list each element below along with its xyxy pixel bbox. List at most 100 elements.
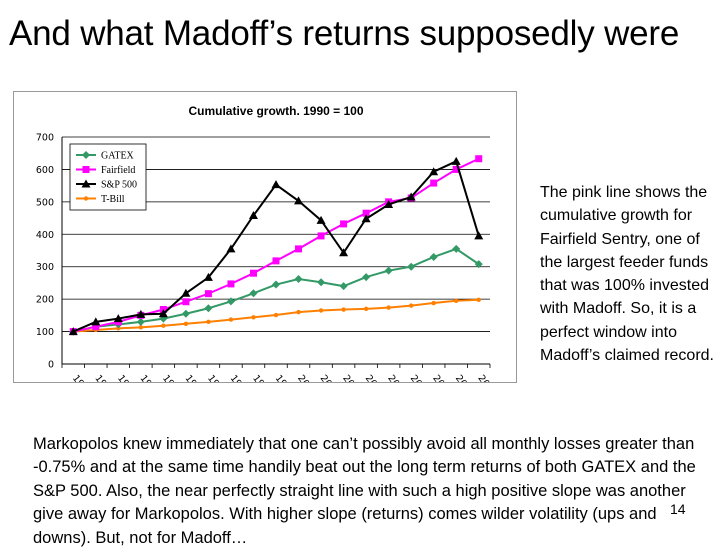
data-point-s-p-500 — [136, 309, 146, 318]
chart-frame: Cumulative growth. 1990 = 100 0 100 200 300 4… — [13, 91, 517, 383]
data-point-s-p-500 — [361, 214, 371, 223]
data-point-s-p-500 — [384, 199, 394, 208]
data-point-s-p-500 — [91, 317, 101, 326]
legend-label: Fairfield — [101, 165, 135, 176]
data-point-t-bill — [296, 309, 301, 315]
x-tick-label: 2006 — [430, 373, 454, 382]
data-point-fairfield — [430, 179, 438, 187]
data-point-fairfield — [295, 245, 303, 253]
data-point-s-p-500 — [203, 272, 213, 281]
line-chart: Cumulative growth. 1990 = 100 0 100 200 300 4… — [36, 104, 499, 382]
data-point-gatex — [407, 262, 416, 271]
x-tick-label: 1991 — [92, 373, 116, 382]
data-point-gatex — [181, 309, 190, 318]
data-point-t-bill — [228, 317, 234, 322]
y-tick-label: 200 — [36, 295, 54, 306]
data-point-fairfield — [475, 155, 483, 163]
series-s-p-500 — [68, 156, 484, 336]
data-point-gatex — [294, 275, 303, 284]
data-point-gatex — [384, 266, 393, 275]
series-t-bill — [71, 297, 481, 334]
slide-title: And what Madoff’s returns supposedly wer… — [9, 14, 680, 53]
x-tick-label: 1994 — [160, 373, 184, 382]
legend-label: S&P 500 — [101, 180, 137, 191]
data-point-gatex — [474, 260, 483, 269]
data-point-t-bill — [206, 319, 211, 325]
data-point-s-p-500 — [158, 309, 168, 318]
data-point-s-p-500 — [429, 167, 439, 176]
data-point-t-bill — [251, 315, 256, 320]
legend-label: T-Bill — [101, 194, 125, 205]
x-tick-label: 1992 — [115, 373, 139, 382]
x-tick-label: 1995 — [183, 373, 207, 382]
x-tick-label: 2005 — [408, 373, 432, 382]
data-point-s-p-500 — [406, 192, 416, 201]
legend: GATEX Fairfield S&P 500 T-Bill — [69, 143, 147, 211]
data-point-s-p-500 — [294, 196, 304, 205]
x-tick-label: 2007 — [453, 373, 477, 382]
data-point-s-p-500 — [339, 248, 349, 257]
data-point-s-p-500 — [316, 215, 326, 224]
data-point-t-bill — [183, 321, 189, 326]
x-tick-label: 1993 — [137, 373, 161, 382]
data-point-s-p-500 — [68, 327, 78, 336]
x-tick-label: 2008 — [475, 373, 499, 382]
x-tick-label: 1997 — [228, 373, 252, 382]
data-point-gatex — [429, 252, 438, 261]
legend-marker — [82, 166, 90, 173]
y-tick-label: 700 — [36, 133, 54, 144]
data-point-t-bill — [161, 323, 166, 328]
data-point-t-bill — [318, 308, 324, 313]
data-point-t-bill — [454, 298, 459, 303]
data-point-gatex — [339, 282, 348, 291]
data-point-fairfield — [227, 280, 235, 288]
data-point-gatex — [204, 304, 213, 313]
data-point-gatex — [362, 273, 371, 282]
x-tick-label: 1996 — [205, 373, 229, 382]
x-tick-label: 2001 — [318, 373, 342, 382]
data-point-fairfield — [272, 257, 280, 265]
data-point-fairfield — [452, 165, 460, 173]
x-tick-label: 2000 — [295, 373, 319, 382]
data-point-fairfield — [362, 209, 370, 217]
side-note: The pink line shows the cumulative growt… — [540, 184, 714, 365]
data-point-t-bill — [431, 300, 436, 306]
data-point-s-p-500 — [271, 180, 281, 189]
data-point-s-p-500 — [226, 244, 236, 253]
data-point-gatex — [249, 289, 258, 298]
y-tick-label: 600 — [36, 165, 54, 176]
data-point-t-bill — [138, 325, 144, 330]
data-point-t-bill — [386, 305, 391, 310]
x-tick-label: 1998 — [250, 373, 274, 382]
series-gatex — [69, 244, 483, 336]
data-point-fairfield — [182, 298, 190, 306]
y-tick-label: 300 — [36, 262, 54, 273]
y-tick-label: 100 — [36, 327, 54, 338]
data-point-fairfield — [204, 290, 212, 298]
data-point-s-p-500 — [113, 314, 123, 323]
data-point-gatex — [317, 278, 326, 287]
y-tick-label: 400 — [36, 230, 54, 241]
legend-marker — [83, 196, 89, 201]
y-tick-label: 500 — [36, 197, 54, 208]
data-point-s-p-500 — [181, 288, 191, 297]
data-point-fairfield — [340, 220, 348, 228]
data-point-fairfield — [249, 269, 257, 277]
page-number: 14 — [670, 501, 686, 517]
x-tick-label: 2002 — [340, 373, 364, 382]
data-point-gatex — [136, 317, 145, 326]
data-point-gatex — [226, 297, 235, 306]
legend-label: GATEX — [101, 151, 135, 162]
legend-marker — [81, 179, 91, 188]
y-tick-label: 0 — [48, 360, 54, 371]
legend-marker — [82, 151, 90, 159]
x-tick-label: 2004 — [385, 373, 409, 382]
data-point-gatex — [272, 280, 280, 289]
data-point-t-bill — [408, 303, 414, 308]
caption-text: Markopolos knew immediately that one can… — [33, 435, 696, 547]
data-point-t-bill — [341, 307, 346, 312]
data-point-s-p-500 — [248, 210, 258, 219]
data-point-t-bill — [363, 306, 369, 312]
data-point-s-p-500 — [474, 231, 484, 240]
